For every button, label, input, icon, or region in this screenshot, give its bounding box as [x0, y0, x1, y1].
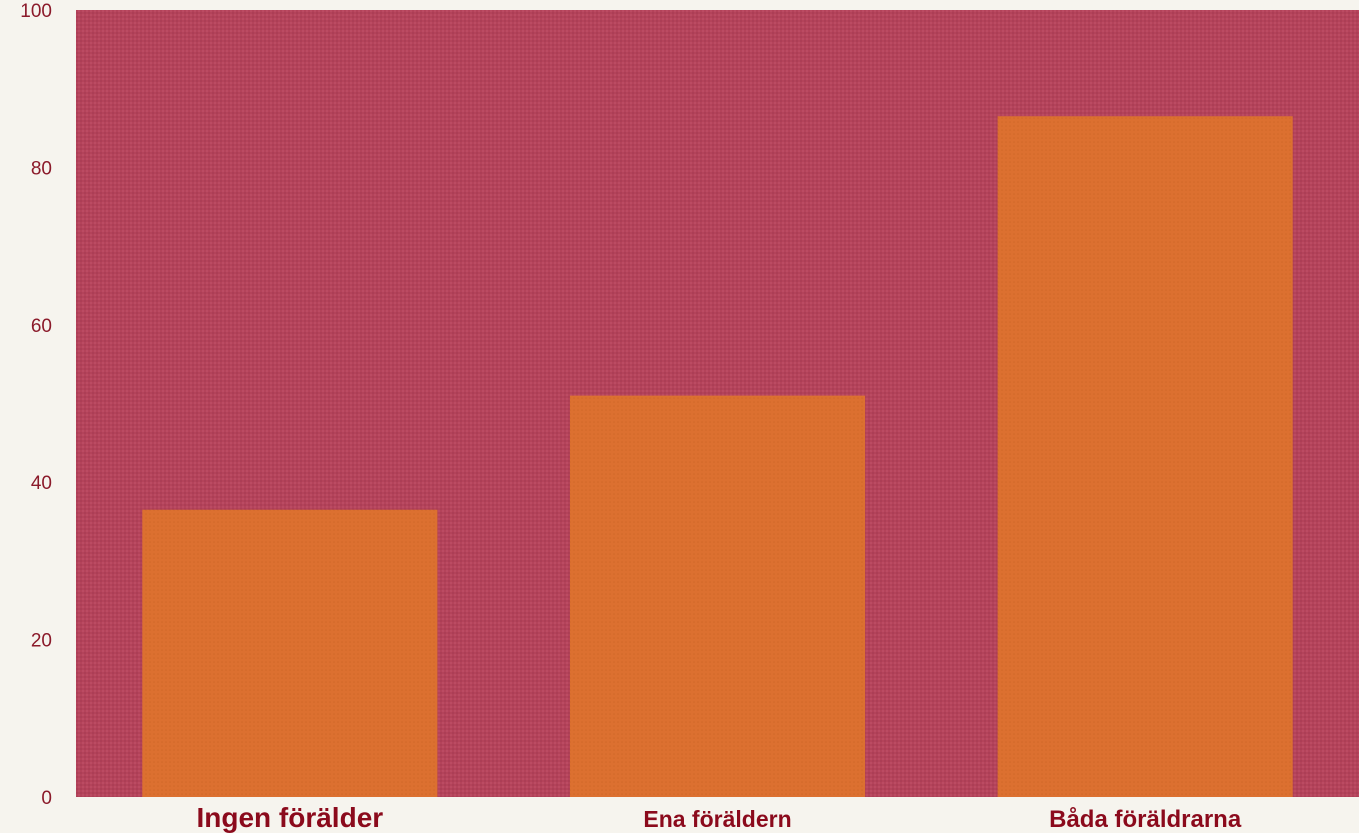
y-tick-label: 40 [31, 473, 52, 494]
y-tick-label: 100 [20, 1, 52, 22]
y-tick-label: 60 [31, 316, 52, 337]
bar [997, 116, 1293, 798]
x-category-label: Båda föräldrarna [1049, 806, 1242, 833]
bar [569, 395, 866, 797]
x-category-label: Ena föräldern [643, 806, 791, 832]
x-category-label: Ingen förälder [196, 802, 383, 833]
bars [142, 116, 1293, 798]
y-axis-ticks: 0 20 40 60 80 100 [20, 1, 52, 809]
y-tick-label: 80 [31, 158, 52, 179]
y-tick-label: 0 [41, 788, 52, 809]
y-tick-label: 20 [31, 631, 52, 652]
bar [142, 509, 438, 797]
x-axis-labels: Ingen förälder Ena föräldern Båda föräldra… [196, 802, 1241, 833]
